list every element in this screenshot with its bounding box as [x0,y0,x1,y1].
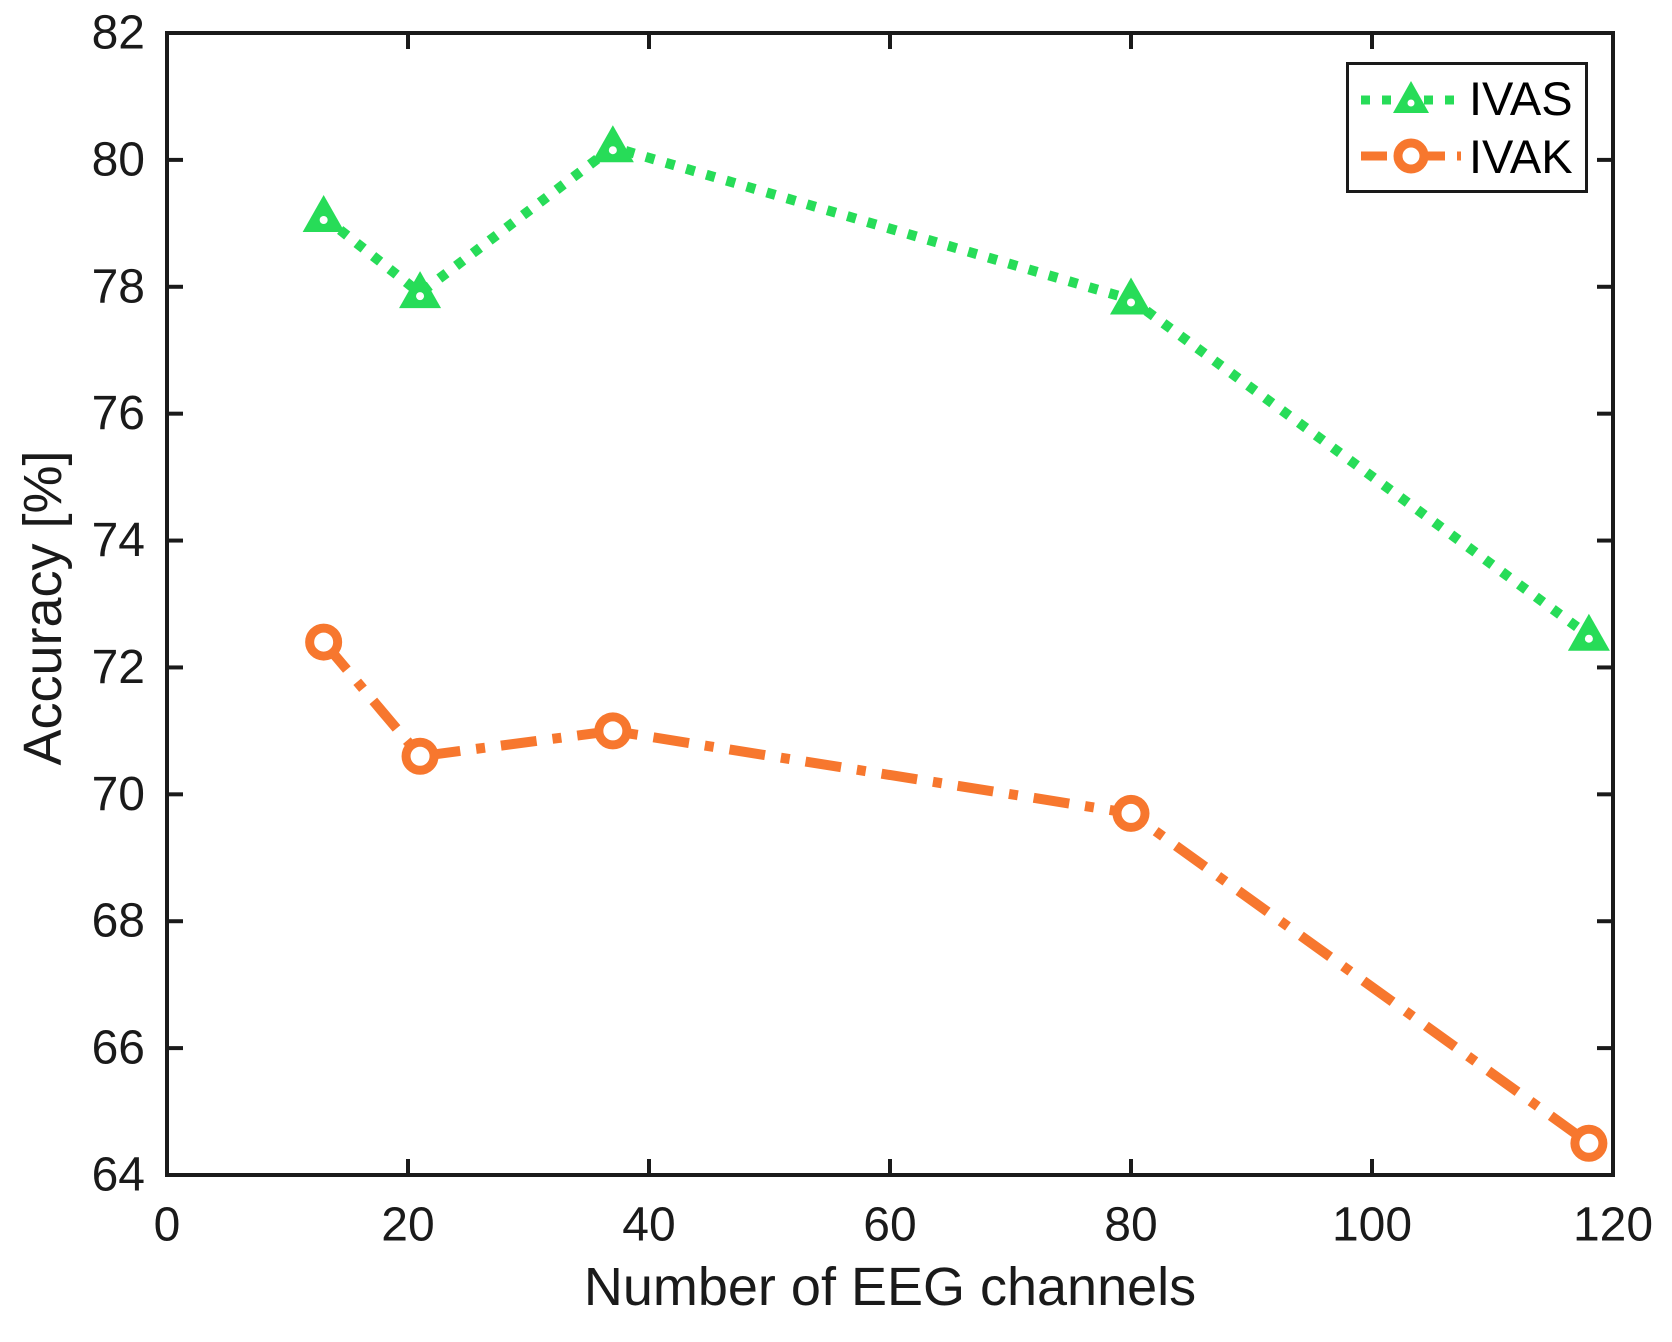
x-tick-label: 80 [1104,1199,1157,1252]
x-tick-label: 120 [1573,1199,1653,1252]
y-tick-label: 82 [92,7,145,60]
x-tick-label: 60 [863,1199,916,1252]
y-tick-label: 74 [92,514,145,567]
marker-highlight [1584,634,1593,643]
y-tick-label: 80 [92,133,145,186]
legend-box: IVAS IVAK [1346,62,1588,193]
series-ivas-marker [591,125,634,163]
series-ivak-line [319,638,1592,1148]
series-ivak-marker [305,623,343,661]
series-ivak-marker [594,712,632,750]
y-tick-label: 70 [92,768,145,821]
series-ivas-marker [1110,277,1152,315]
marker-highlight [416,292,425,301]
x-tick-label: 100 [1332,1199,1412,1252]
series-ivas-marker [302,194,345,232]
legend-label-ivak: IVAK [1469,129,1573,183]
plot-border [165,31,1615,1177]
series-ivas-marker [1567,613,1610,651]
legend-item-ivas: IVAS [1359,75,1585,122]
x-tick-label: 20 [381,1199,434,1252]
y-tick-label: 76 [92,387,145,440]
y-tick-label: 68 [92,895,145,948]
marker-highlight [1127,298,1135,307]
y-tick-label: 66 [92,1022,145,1075]
x-tick-label: 40 [622,1199,675,1252]
ivas-dotted-triangle-line-icon [1361,80,1461,113]
y-axis-label: Accuracy [%] [13,450,73,766]
series-ivak-marker [1112,794,1150,832]
series-ivak-marker [1570,1124,1608,1162]
x-axis-label: Number of EEG channels [583,1257,1197,1317]
series-ivas-line [320,141,1592,640]
series-ivak-marker [401,737,439,775]
ivak-dashdot-circle-line-icon [1361,138,1461,174]
marker-highlight [608,146,617,155]
series-ivas-marker [399,271,442,309]
y-tick-label: 72 [92,641,145,694]
y-tick-label: 64 [92,1149,145,1202]
x-tick-label: 0 [154,1199,181,1252]
legend-label-ivas: IVAS [1469,72,1573,126]
legend-item-ivak: IVAK [1359,133,1585,180]
marker-highlight [319,215,328,224]
y-tick-label: 78 [92,260,145,313]
